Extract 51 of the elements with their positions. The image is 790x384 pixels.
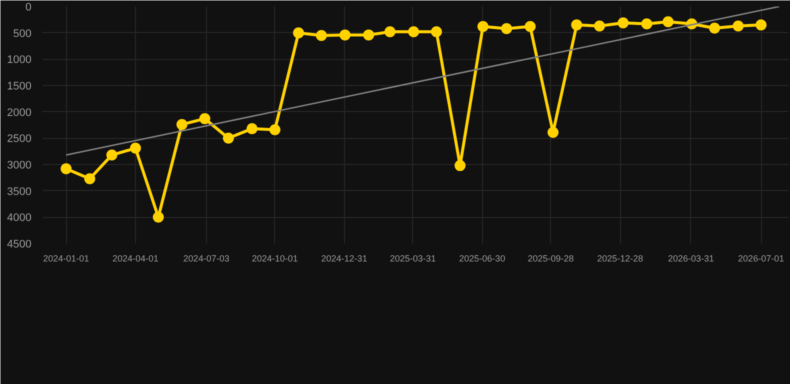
y-tick-label: 1500: [7, 80, 32, 92]
x-tick-label: 2026-03-31: [668, 254, 714, 264]
point: [340, 29, 351, 40]
x-tick-label: 2024-12-31: [321, 254, 368, 264]
y-tick-label: 3000: [7, 160, 32, 172]
point: [84, 173, 96, 184]
point: [756, 19, 767, 30]
point: [571, 19, 582, 30]
y-tick-label: 2000: [7, 106, 32, 119]
y-tick-label: 0: [25, 2, 32, 14]
point: [641, 18, 652, 30]
point: [501, 23, 512, 34]
point: [594, 20, 606, 32]
point: [732, 20, 744, 32]
point: [222, 132, 234, 144]
point: [618, 17, 629, 28]
point: [176, 118, 188, 130]
point: [199, 113, 210, 124]
x-tick-label: 2024-01-01: [43, 254, 90, 264]
point: [269, 124, 280, 136]
y-tick-label: 3500: [7, 186, 32, 198]
point: [363, 29, 374, 40]
x-tick-label: 2024-07-03: [183, 254, 230, 264]
point: [662, 16, 674, 28]
x-tick-label: 2025-09-28: [528, 254, 574, 264]
point: [293, 27, 304, 38]
y-tick-label: 2500: [7, 133, 32, 146]
y-tick-label: 4500: [7, 238, 32, 250]
point: [106, 150, 118, 161]
x-tick-label: 2025-03-31: [390, 254, 436, 264]
point: [548, 126, 559, 138]
point: [524, 21, 536, 32]
y-tick-label: 4000: [7, 212, 32, 224]
point: [454, 160, 466, 172]
x-tick-label: 2026-07-01: [738, 254, 784, 264]
point: [246, 123, 258, 134]
x-tick-label: 2025-12-28: [597, 254, 644, 264]
point: [316, 30, 327, 41]
point: [152, 212, 164, 223]
x-tick-label: 2024-10-01: [252, 254, 298, 264]
point: [60, 163, 72, 174]
y-tick-label: 1000: [7, 54, 32, 66]
point: [408, 26, 420, 38]
point: [709, 22, 720, 34]
y-tick-label: 500: [13, 28, 32, 40]
point: [384, 26, 396, 38]
point: [430, 26, 442, 38]
point: [477, 21, 488, 32]
x-tick-label: 2025-06-30: [459, 254, 506, 264]
x-tick-label: 2024-04-01: [112, 254, 158, 264]
point: [130, 142, 141, 154]
